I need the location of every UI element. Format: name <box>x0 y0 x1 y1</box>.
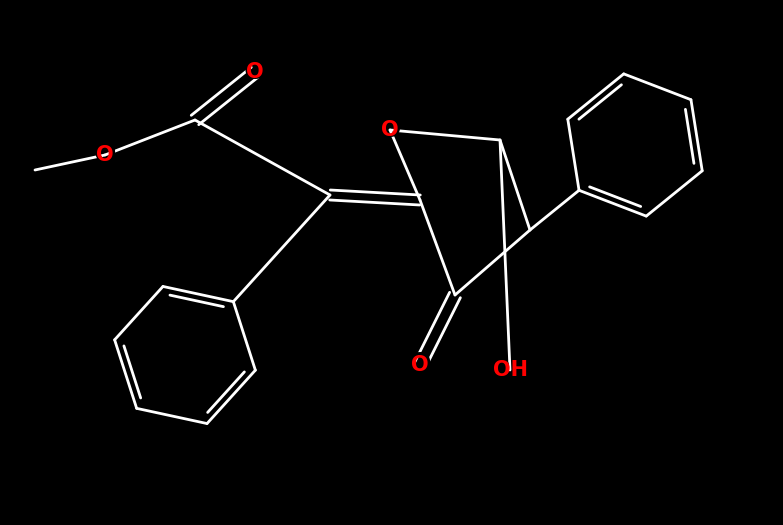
Text: O: O <box>379 117 401 143</box>
Text: O: O <box>96 145 114 165</box>
Text: O: O <box>246 62 264 82</box>
Text: OH: OH <box>493 360 528 380</box>
Text: O: O <box>94 142 116 168</box>
Text: O: O <box>244 59 266 85</box>
Text: O: O <box>409 352 431 378</box>
Text: O: O <box>381 120 399 140</box>
Text: O: O <box>411 355 429 375</box>
Text: OH: OH <box>488 357 532 383</box>
